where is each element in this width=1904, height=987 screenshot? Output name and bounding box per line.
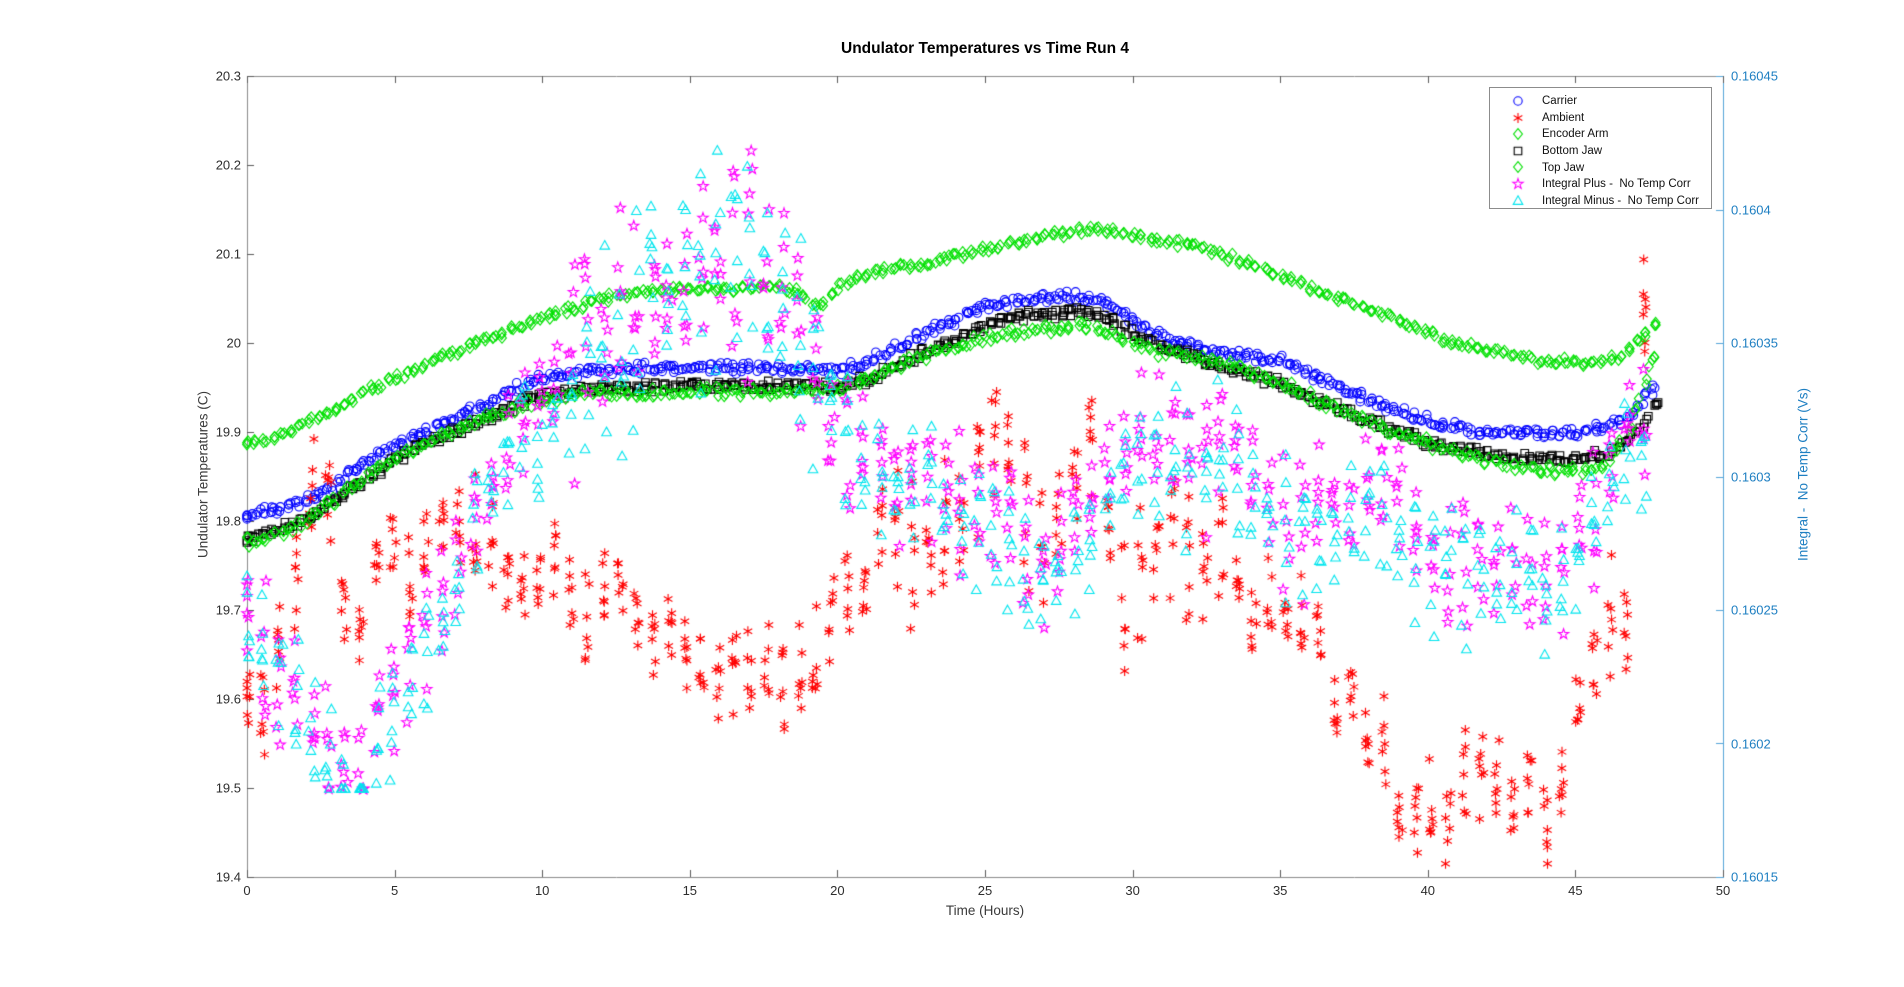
legend-label: Encoder Arm — [1542, 128, 1609, 141]
x-axis-label: Time (Hours) — [945, 903, 1025, 918]
x-tick-label: 25 — [977, 883, 993, 898]
left-y-tick-label: 19.5 — [215, 780, 241, 796]
right-y-tick-label: 0.16035 — [1731, 335, 1778, 351]
left-y-tick-label: 20.3 — [215, 68, 241, 84]
legend: Carrier Ambient Encoder Arm Bottom Jaw Top J… — [1489, 87, 1712, 209]
right-y-axis-label: Integral - No Temp Corr (Vs) — [1795, 387, 1811, 562]
legend-item: Top Jaw — [1490, 159, 1711, 176]
legend-item: Integral Minus - No Temp Corr — [1490, 192, 1711, 210]
left-y-tick-label: 19.4 — [215, 869, 241, 885]
left-y-tick-label: 20 — [226, 335, 241, 351]
pentagram-marker-icon — [1490, 175, 1534, 192]
x-tick-label: 35 — [1272, 883, 1288, 898]
right-y-tick-label: 0.16015 — [1731, 869, 1778, 885]
x-tick-label: 10 — [534, 883, 550, 898]
x-tick-label: 0 — [243, 883, 251, 898]
legend-item: Carrier — [1490, 93, 1711, 110]
legend-label: Integral Minus - No Temp Corr — [1542, 194, 1700, 207]
legend-item: Encoder Arm — [1490, 126, 1711, 143]
x-tick-label: 30 — [1125, 883, 1140, 898]
chart-title: Undulator Temperatures vs Time Run 4 — [841, 40, 1129, 57]
diamond-marker-icon — [1490, 126, 1534, 143]
left-y-tick-label: 19.9 — [215, 424, 241, 440]
right-y-tick-label: 0.1604 — [1731, 202, 1771, 217]
x-tick-label: 50 — [1715, 883, 1731, 898]
x-tick-label: 5 — [390, 883, 399, 898]
x-tick-label: 45 — [1568, 883, 1583, 898]
left-y-tick-label: 20.1 — [215, 246, 241, 262]
legend-label: Carrier — [1542, 95, 1578, 108]
legend-label: Top Jaw — [1542, 161, 1585, 174]
legend-label: Bottom Jaw — [1542, 145, 1603, 158]
x-tick-label: 15 — [682, 883, 698, 898]
legend-item: Ambient — [1490, 109, 1711, 127]
triangle-marker-icon — [1490, 192, 1534, 209]
x-tick-label: 40 — [1420, 883, 1436, 898]
legend-label: Ambient — [1542, 111, 1585, 124]
left-y-axis-label: Undulator Temperatures (C) — [195, 390, 211, 559]
legend-item: Integral Plus - No Temp Corr — [1490, 175, 1711, 193]
right-y-tick-label: 0.16045 — [1731, 68, 1778, 84]
legend-item: Bottom Jaw — [1490, 142, 1711, 160]
right-y-tick-label: 0.16025 — [1731, 602, 1778, 618]
circle-marker-icon — [1490, 93, 1534, 109]
asterisk-marker-icon — [1490, 109, 1534, 126]
left-y-tick-label: 19.6 — [215, 691, 241, 707]
left-y-tick-label: 19.8 — [215, 513, 241, 529]
square-marker-icon — [1490, 142, 1534, 159]
legend-label: Integral Plus - No Temp Corr — [1542, 178, 1691, 191]
left-y-tick-label: 20.2 — [215, 157, 241, 173]
diamond-marker-icon — [1490, 159, 1534, 176]
right-y-tick-label: 0.1602 — [1731, 736, 1771, 751]
x-tick-label: 20 — [830, 883, 845, 898]
right-y-tick-label: 0.1603 — [1731, 469, 1771, 484]
left-y-tick-label: 19.7 — [215, 602, 241, 618]
